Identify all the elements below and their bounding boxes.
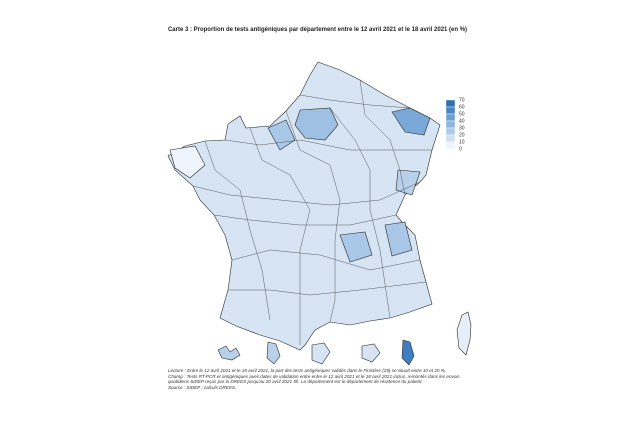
corsica bbox=[456, 311, 472, 356]
legend-swatch bbox=[445, 141, 456, 150]
legend-swatch bbox=[445, 113, 456, 122]
note: Champ : Tests RT-PCR et antigéniques ave… bbox=[168, 373, 460, 385]
legend-label: 70 bbox=[459, 97, 465, 103]
legend-swatch bbox=[445, 99, 456, 108]
legend-label: 50 bbox=[459, 111, 465, 117]
legend-label: 10 bbox=[459, 139, 465, 145]
region-light bbox=[169, 145, 206, 179]
legend-label: 20 bbox=[459, 132, 465, 138]
legend-label: 40 bbox=[459, 118, 465, 124]
region-mid bbox=[267, 119, 296, 151]
region-mid bbox=[339, 231, 373, 263]
map-title: Carte 3 : Proportion de tests antigéniqu… bbox=[167, 27, 468, 33]
france-map bbox=[167, 61, 441, 351]
legend-label: 0 bbox=[459, 146, 462, 152]
region-dark bbox=[391, 107, 431, 136]
legend-label: 60 bbox=[459, 104, 465, 110]
legend-swatch bbox=[445, 106, 456, 115]
legend-swatch bbox=[445, 120, 456, 129]
legend-swatch bbox=[445, 134, 456, 143]
guyane bbox=[311, 342, 331, 365]
mayotte bbox=[401, 339, 415, 366]
guadeloupe bbox=[217, 345, 241, 361]
region-mid bbox=[384, 221, 413, 257]
note: Lecture : Entre le 12 avril 2021 et le 1… bbox=[168, 368, 447, 373]
legend-label: 30 bbox=[459, 125, 465, 131]
note: Source : SIDEP ; calculs DREES. bbox=[168, 384, 237, 390]
martinique bbox=[266, 341, 281, 365]
department-borders bbox=[192, 79, 432, 345]
legend-swatch bbox=[445, 127, 456, 136]
reunion bbox=[361, 343, 381, 363]
region-mid bbox=[395, 169, 421, 196]
notes: Lecture : Entre le 12 avril 2021 et le 1… bbox=[168, 368, 468, 390]
